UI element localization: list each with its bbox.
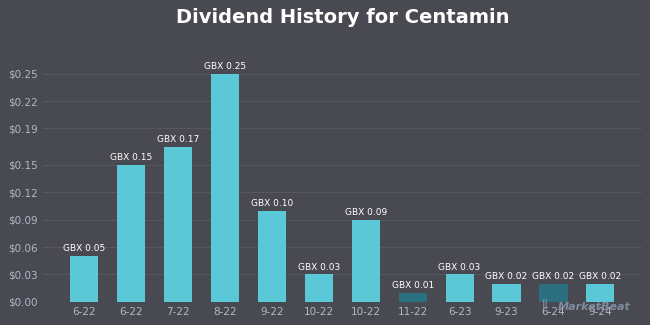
Text: GBX 0.03: GBX 0.03 xyxy=(298,263,340,272)
Text: GBX 0.10: GBX 0.10 xyxy=(251,199,293,208)
Bar xyxy=(258,211,286,302)
Text: GBX 0.03: GBX 0.03 xyxy=(439,263,481,272)
Bar xyxy=(117,165,145,302)
Bar xyxy=(305,274,333,302)
Text: MarketBeat: MarketBeat xyxy=(558,302,630,312)
Text: ll: ll xyxy=(542,299,549,312)
Bar xyxy=(164,147,192,302)
Bar xyxy=(70,256,98,302)
Bar xyxy=(398,293,427,302)
Bar xyxy=(352,220,380,302)
Text: GBX 0.01: GBX 0.01 xyxy=(391,281,434,290)
Bar xyxy=(540,283,567,302)
Bar xyxy=(586,283,614,302)
Bar xyxy=(211,74,239,302)
Text: GBX 0.05: GBX 0.05 xyxy=(63,244,105,254)
Bar xyxy=(493,283,521,302)
Text: GBX 0.09: GBX 0.09 xyxy=(344,208,387,217)
Text: GBX 0.02: GBX 0.02 xyxy=(486,272,528,281)
Text: GBX 0.02: GBX 0.02 xyxy=(579,272,621,281)
Text: GBX 0.02: GBX 0.02 xyxy=(532,272,575,281)
Text: GBX 0.15: GBX 0.15 xyxy=(110,153,152,162)
Text: GBX 0.17: GBX 0.17 xyxy=(157,135,199,144)
Bar xyxy=(445,274,474,302)
Text: GBX 0.25: GBX 0.25 xyxy=(204,62,246,71)
Title: Dividend History for Centamin: Dividend History for Centamin xyxy=(176,8,509,27)
